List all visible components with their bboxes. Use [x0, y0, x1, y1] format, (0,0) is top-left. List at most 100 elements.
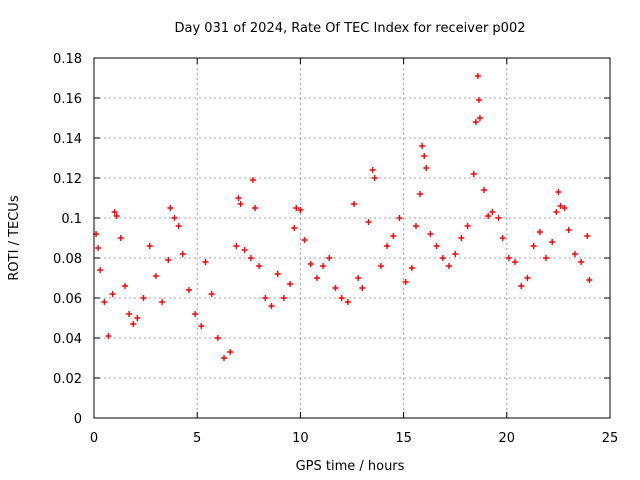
data-point: [97, 267, 104, 273]
data-point: [105, 333, 112, 339]
data-point: [553, 209, 560, 215]
data-point: [165, 257, 172, 263]
data-point: [565, 227, 572, 233]
data-point: [485, 213, 492, 219]
data-point: [474, 73, 481, 79]
data-point: [159, 299, 166, 305]
data-point: [518, 283, 525, 289]
y-tick-label: 0.02: [53, 372, 82, 387]
data-point: [524, 275, 531, 281]
data-point: [208, 291, 215, 297]
data-point: [470, 171, 477, 177]
data-point: [458, 235, 465, 241]
data-point: [241, 247, 248, 253]
data-point: [549, 239, 556, 245]
data-point: [412, 223, 419, 229]
data-point: [233, 243, 240, 249]
data-point: [369, 167, 376, 173]
data-point: [130, 321, 137, 327]
data-point: [121, 283, 128, 289]
plot-frame: [93, 57, 611, 419]
x-axis-label: GPS time / hours: [296, 459, 405, 474]
data-point: [344, 299, 351, 305]
grid-layer: [94, 58, 610, 418]
data-point: [221, 355, 228, 361]
data-point: [202, 259, 209, 265]
data-point: [555, 189, 562, 195]
data-point: [423, 165, 430, 171]
data-point: [417, 191, 424, 197]
data-point: [561, 205, 568, 211]
data-point: [214, 335, 221, 341]
data-point: [351, 201, 358, 207]
data-point: [557, 203, 564, 209]
data-point: [291, 225, 298, 231]
data-point: [419, 143, 426, 149]
x-tick-label: 0: [90, 431, 98, 446]
data-point: [287, 281, 294, 287]
y-tick-label: 0.06: [53, 292, 82, 307]
data-point: [586, 277, 593, 283]
data-point: [359, 285, 366, 291]
data-point: [390, 233, 397, 239]
data-point: [113, 213, 120, 219]
y-tick-label: 0.16: [53, 92, 82, 107]
data-point: [472, 119, 479, 125]
data-points: [93, 73, 593, 361]
data-point: [152, 273, 159, 279]
data-point: [365, 219, 372, 225]
data-point: [408, 265, 415, 271]
data-point: [377, 263, 384, 269]
data-point: [499, 235, 506, 241]
data-point: [101, 299, 108, 305]
data-point: [402, 279, 409, 285]
y-axis-label: ROTI / TECUs: [7, 195, 22, 280]
data-point: [578, 259, 585, 265]
data-point: [268, 303, 275, 309]
data-point: [452, 251, 459, 257]
data-point: [109, 291, 116, 297]
data-point: [332, 285, 339, 291]
data-point: [433, 243, 440, 249]
data-point: [505, 255, 512, 261]
data-point: [280, 295, 287, 301]
data-point: [439, 255, 446, 261]
y-tick-label: 0.14: [53, 132, 82, 147]
data-point: [297, 207, 304, 213]
data-point: [320, 263, 327, 269]
data-point: [571, 251, 578, 257]
data-point: [198, 323, 205, 329]
data-point: [140, 295, 147, 301]
tick-labels: 0 5 10 15 20 25 0 0.02 0.04 0.06 0.08 0.1 0.12 0.14 0.…: [53, 52, 618, 446]
data-point: [446, 263, 453, 269]
data-point: [117, 235, 124, 241]
x-tick-label: 5: [193, 431, 201, 446]
y-tick-label: 0.08: [53, 252, 82, 267]
data-point: [584, 233, 591, 239]
data-point: [192, 311, 199, 317]
data-point: [512, 259, 519, 265]
data-point: [249, 177, 256, 183]
data-point: [171, 215, 178, 221]
data-point: [495, 215, 502, 221]
data-point: [338, 295, 345, 301]
data-point: [256, 263, 263, 269]
data-point: [247, 255, 254, 261]
data-point: [475, 97, 482, 103]
data-point: [371, 175, 378, 181]
data-point: [384, 243, 391, 249]
data-point: [126, 311, 133, 317]
data-point: [251, 205, 258, 211]
data-point: [235, 195, 242, 201]
data-point: [175, 223, 182, 229]
y-tick-label: 0.18: [53, 52, 82, 67]
data-point: [262, 295, 269, 301]
data-point: [134, 315, 141, 321]
y-tick-label: 0: [74, 412, 82, 427]
data-point: [489, 209, 496, 215]
data-point: [476, 115, 483, 121]
y-tick-label: 0.1: [61, 212, 82, 227]
data-point: [464, 223, 471, 229]
data-point: [111, 209, 118, 215]
